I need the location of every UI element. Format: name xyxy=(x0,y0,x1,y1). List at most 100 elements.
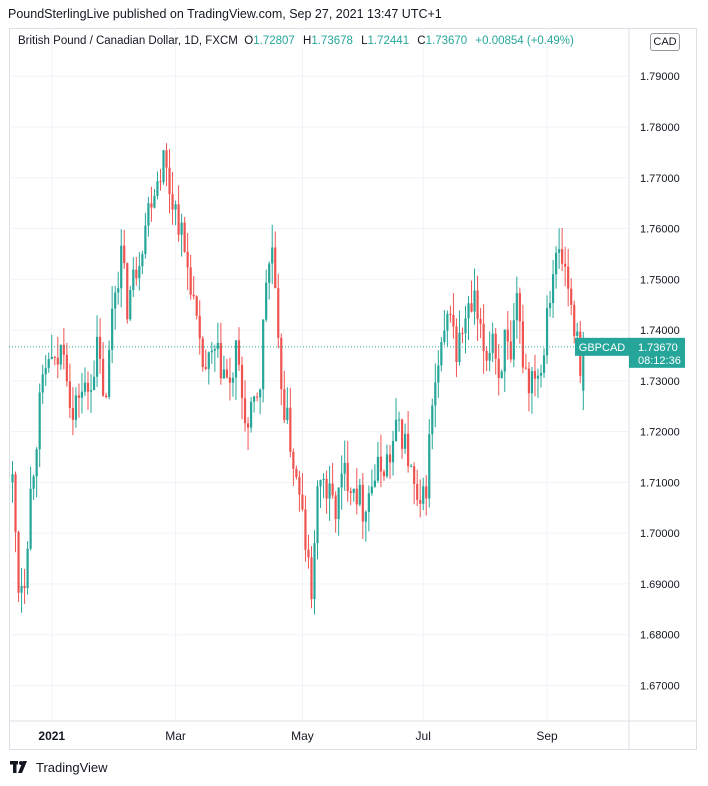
candle-body xyxy=(225,369,229,378)
candle-body xyxy=(183,222,186,252)
candle-body xyxy=(105,395,108,398)
candle-body xyxy=(561,249,564,264)
candle-body xyxy=(391,441,395,463)
publisher-caption: PoundSterlingLive published on TradingVi… xyxy=(8,7,442,21)
candle-body xyxy=(153,195,156,208)
candle-body xyxy=(117,288,120,293)
candle-body xyxy=(195,296,198,316)
candle-body xyxy=(207,352,210,369)
legend-change: +0.00854 (+0.49%) xyxy=(475,35,574,47)
candle-body xyxy=(379,456,383,472)
candle-body xyxy=(500,371,503,378)
candle-body xyxy=(416,483,419,500)
candle-body xyxy=(86,382,90,392)
candle-body xyxy=(83,382,87,392)
candle-body xyxy=(89,390,93,392)
candle-body xyxy=(367,493,370,512)
time-tick-label: Mar xyxy=(165,729,186,743)
legend-open-value: 1.72807 xyxy=(253,35,295,47)
candle-body xyxy=(473,290,476,312)
candle-body xyxy=(461,332,464,334)
candle-body xyxy=(530,371,534,394)
candle-body xyxy=(394,419,398,442)
candle-body xyxy=(437,365,440,383)
candle-body xyxy=(123,245,126,264)
candle-body xyxy=(204,366,207,369)
candle-body xyxy=(503,329,506,372)
candle-body xyxy=(488,353,491,361)
candle-body xyxy=(582,346,585,391)
candle-body xyxy=(129,290,132,320)
price-tick-label: 1.71000 xyxy=(640,477,680,489)
candle-body xyxy=(515,293,518,321)
candle-body xyxy=(352,488,355,493)
candle-body xyxy=(20,585,23,593)
candle-body xyxy=(147,203,150,226)
candle-body xyxy=(358,484,361,505)
tradingview-logo-icon xyxy=(10,761,27,773)
candle-body xyxy=(102,358,105,396)
candle-body xyxy=(542,355,546,373)
candle-body xyxy=(539,372,543,376)
candle-body xyxy=(413,466,416,484)
candle-body xyxy=(26,548,29,588)
candle-body xyxy=(56,357,59,365)
candle-body xyxy=(551,274,555,304)
candle-body xyxy=(509,341,512,360)
ohlc-legend: British Pound / Canadian Dollar, 1D, FXC… xyxy=(18,35,574,47)
candle-body xyxy=(219,342,222,379)
candle-body xyxy=(518,293,521,322)
candle-body xyxy=(397,419,401,421)
time-tick-label: Sep xyxy=(536,729,558,743)
legend-open-label: O xyxy=(244,35,254,47)
price-tick-label: 1.77000 xyxy=(640,173,680,185)
candle-body xyxy=(141,254,144,267)
candle-body xyxy=(259,389,262,398)
candle-body xyxy=(62,344,65,355)
candle-body xyxy=(343,462,346,474)
candle-body xyxy=(446,313,449,331)
legend-low-value: 1.72441 xyxy=(367,35,410,47)
candle-body xyxy=(132,269,135,291)
candlestick-chart[interactable]: 1.67000 1.68000 1.69000 1.70000 1.71000 1.720… xyxy=(9,28,697,750)
candle-body xyxy=(120,245,123,289)
candle-body xyxy=(567,266,570,289)
candle-body xyxy=(35,449,38,477)
price-tick-label: 1.70000 xyxy=(640,528,680,540)
price-tick-label: 1.73000 xyxy=(640,376,680,388)
last-price-value-label: 1.73670 xyxy=(638,342,678,354)
candle-body xyxy=(425,486,428,499)
candle-body xyxy=(434,382,437,406)
candle-body xyxy=(44,368,47,375)
currency-badge[interactable]: CAD xyxy=(650,33,680,51)
candle-body xyxy=(313,543,316,600)
candle-body xyxy=(114,292,117,309)
candle-body xyxy=(555,252,558,275)
candle-body xyxy=(485,351,488,361)
tradingview-footer[interactable]: TradingView xyxy=(10,760,108,775)
candle-body xyxy=(337,487,340,520)
legend-low-label: L xyxy=(361,35,368,47)
candle-body xyxy=(234,340,238,378)
price-tick-label: 1.78000 xyxy=(640,122,680,134)
candle-body xyxy=(29,488,32,549)
time-axis-labels: 2021 Mar May Jul Sep xyxy=(38,729,558,743)
candle-body xyxy=(410,466,413,468)
candle-body xyxy=(53,356,56,358)
candle-body xyxy=(340,473,343,488)
tradingview-brand: TradingView xyxy=(36,760,108,775)
candle-body xyxy=(271,247,274,264)
candle-body xyxy=(570,288,573,305)
price-tick-label: 1.67000 xyxy=(640,680,680,692)
candle-body xyxy=(286,407,289,420)
candle-body xyxy=(319,480,322,487)
candle-body xyxy=(159,181,162,183)
candle-body xyxy=(536,375,540,379)
time-tick-label: Jul xyxy=(416,729,431,743)
candle-body xyxy=(464,318,467,334)
price-axis-labels: 1.67000 1.68000 1.69000 1.70000 1.71000 1.720… xyxy=(640,71,680,692)
candle-body xyxy=(111,308,114,350)
candle-body xyxy=(192,294,195,297)
price-tick-label: 1.68000 xyxy=(640,630,680,642)
candle-body xyxy=(156,181,159,196)
